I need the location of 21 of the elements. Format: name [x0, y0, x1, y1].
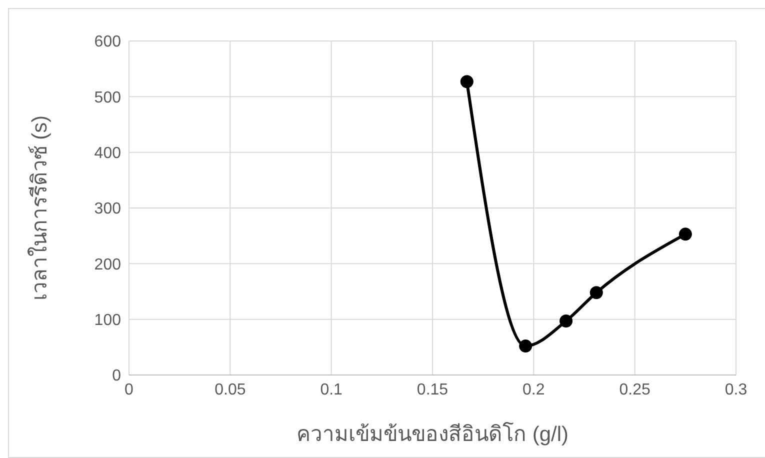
x-axis-title: ความเข้มข้นของสีอินดิโก (g/l) — [296, 422, 568, 446]
x-tick-label: 0.25 — [619, 381, 651, 398]
point — [519, 340, 532, 353]
point — [460, 75, 474, 88]
x-tick-label: 0.05 — [214, 381, 246, 398]
y-axis-title: เวลาในการรีดิวซ์ (s) — [27, 115, 52, 301]
point — [678, 228, 692, 241]
y-tick-label: 600 — [94, 34, 122, 51]
point — [590, 286, 603, 300]
x-tick-label: 0 — [124, 381, 134, 398]
y-tick-label: 300 — [94, 200, 122, 218]
x-tick-label: 0.15 — [416, 381, 448, 398]
y-tick-label: 400 — [94, 145, 122, 162]
x-tick-label: 0.3 — [724, 381, 748, 398]
y-tick-label: 200 — [94, 256, 122, 274]
x-tick-label: 0.1 — [320, 381, 343, 398]
point — [560, 314, 573, 328]
y-tick-label: 500 — [94, 89, 122, 106]
y-tick-label: 0 — [112, 368, 122, 385]
x-tick-label: 0.2 — [522, 381, 545, 398]
y-tick-label: 100 — [94, 312, 122, 330]
